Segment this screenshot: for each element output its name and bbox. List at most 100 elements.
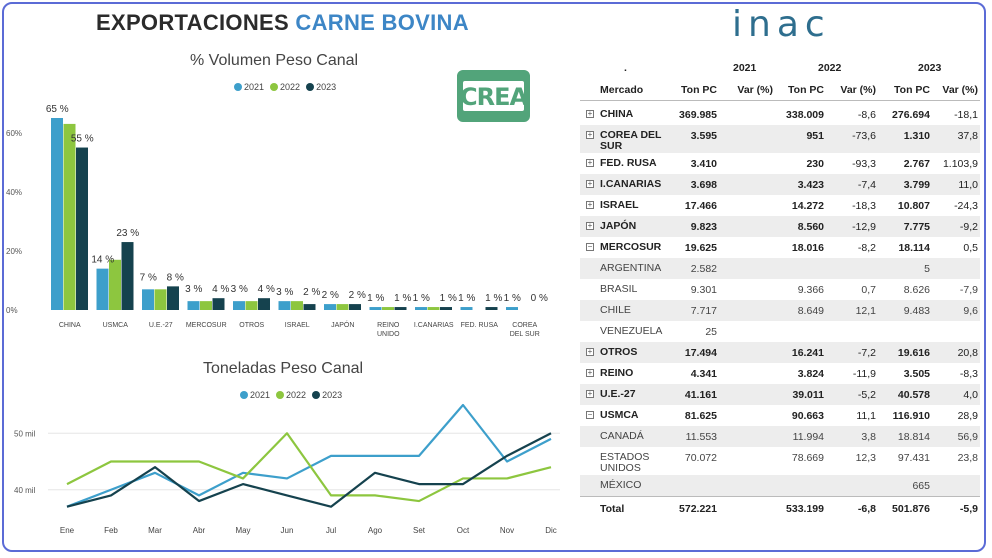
x-tick-label: Dic (545, 526, 557, 535)
expand-icon[interactable]: + (586, 179, 594, 188)
expand-icon[interactable]: + (586, 347, 594, 356)
row-label: BRASIL (600, 283, 638, 295)
expand-icon[interactable]: + (586, 389, 594, 398)
table-cell: 9.823 (690, 221, 717, 233)
table-row[interactable]: − USMCA 81.625 90.663 11,1 116.910 28,9 (580, 405, 980, 426)
table-cell: 18.016 (791, 242, 824, 254)
table-cell: 3.505 (903, 368, 930, 380)
collapse-icon[interactable]: − (586, 242, 594, 251)
column-header: Var (%) (737, 84, 773, 96)
table-subrow: BRASIL 9.301 9.366 0,7 8.626 -7,9 (580, 279, 980, 300)
x-tick-label: MERCOSUR (186, 322, 227, 329)
table-cell: 11,1 (856, 410, 876, 422)
row-label: CANADÁ (600, 430, 644, 442)
table-cell: 90.663 (791, 410, 824, 422)
table-row[interactable]: + FED. RUSA 3.410 230 -93,3 2.767 1.103,9 (580, 153, 980, 174)
expand-icon[interactable]: + (586, 200, 594, 209)
table-row[interactable]: + I.CANARIAS 3.698 3.423 -7,4 3.799 11,0 (580, 174, 980, 195)
column-header: Var (%) (942, 84, 978, 96)
year-header: 2023 (918, 62, 942, 74)
table-cell: 16.241 (791, 347, 824, 359)
table-cell: 3,8 (861, 431, 876, 443)
table-cell: -93,3 (852, 158, 876, 170)
table-row[interactable]: + OTROS 17.494 16.241 -7,2 19.616 20,8 (580, 342, 980, 363)
row-label: ESTADOS UNIDOS (600, 451, 650, 474)
expand-icon[interactable]: + (586, 130, 594, 139)
expand-icon[interactable]: + (586, 158, 594, 167)
bar-2023 (394, 307, 407, 310)
table-cell: 17.466 (684, 200, 717, 212)
collapse-icon[interactable]: − (586, 410, 594, 419)
table-cell: 19.625 (684, 242, 717, 254)
table-cell: 230 (806, 158, 824, 170)
x-tick-label: JAPÓN (331, 320, 354, 329)
table-cell: 81.625 (684, 410, 717, 422)
data-label: 1 % (367, 293, 384, 304)
bar-2023 (440, 307, 452, 310)
column-header: Mercado (600, 84, 644, 96)
table-cell: 0,7 (861, 284, 876, 296)
table-cell: 14.272 (791, 200, 824, 212)
bar-2021 (187, 301, 200, 310)
bar-2021 (142, 289, 154, 310)
bar-2022 (245, 301, 258, 310)
table-cell: 338.009 (786, 109, 824, 121)
table-cell: 3.698 (690, 179, 717, 191)
table-cell: 276.694 (892, 109, 930, 121)
legend-item-2022: 2022 (276, 390, 306, 400)
row-label: OTROS (600, 346, 638, 358)
table-row[interactable]: − MERCOSUR 19.625 18.016 -8,2 18.114 0,5 (580, 237, 980, 258)
data-label: 2 % (303, 287, 320, 298)
data-label: 1 % (504, 293, 521, 304)
table-row[interactable]: + COREA DEL SUR 3.595 951 -73,6 1.310 37,8 (580, 125, 980, 153)
bar-2021 (369, 307, 382, 310)
table-cell: 11,0 (958, 179, 978, 191)
table-subrow: CHILE 7.717 8.649 12,1 9.483 9,6 (580, 300, 980, 321)
x-tick-label: Ene (60, 526, 75, 535)
x-tick-label: Feb (104, 526, 118, 535)
table-subrow: VENEZUELA 25 (580, 321, 980, 342)
table-row[interactable]: + ISRAEL 17.466 14.272 -18,3 10.807 -24,3 (580, 195, 980, 216)
table-cell: 19.616 (897, 347, 930, 359)
row-label: ISRAEL (600, 199, 639, 211)
data-label: 14 % (91, 255, 114, 266)
series-line-2021 (66, 403, 552, 508)
bar-2023 (212, 298, 225, 310)
expand-icon[interactable]: + (586, 221, 594, 230)
table-cell: 369.985 (679, 109, 717, 121)
data-label: 55 % (71, 134, 94, 145)
bar-2023 (258, 298, 270, 310)
table-cell: 9.483 (903, 305, 930, 317)
table-cell: 3.410 (690, 158, 717, 170)
table-cell: 18.814 (897, 431, 930, 443)
legend-item-2021: 2021 (240, 390, 270, 400)
table-cell: 3.595 (690, 130, 717, 142)
header-separator (580, 100, 980, 101)
table-cell: 665 (912, 480, 930, 492)
table-row[interactable]: + JAPÓN 9.823 8.560 -12,9 7.775 -9,2 (580, 216, 980, 237)
x-tick-label: May (235, 526, 250, 535)
table-row[interactable]: + CHINA 369.985 338.009 -8,6 276.694 -18,1 (580, 104, 980, 125)
data-label: 4 % (212, 284, 229, 295)
table-cell: -7,4 (857, 179, 876, 191)
table-subrow: CANADÁ 11.553 11.994 3,8 18.814 56,9 (580, 426, 980, 447)
row-label: VENEZUELA (600, 325, 663, 337)
header-marker: . (624, 62, 627, 74)
table-cell: 7.775 (903, 221, 930, 233)
expand-icon[interactable]: + (586, 109, 594, 118)
column-header: Ton PC (894, 84, 930, 96)
inac-logo: inac (732, 4, 831, 45)
legend-item-2021: 2021 (234, 82, 264, 92)
x-tick-label: OTROS (239, 322, 264, 329)
table-cell: 9.366 (797, 284, 824, 296)
expand-icon[interactable]: + (586, 368, 594, 377)
table-cell: -9,2 (959, 221, 978, 233)
y-tick-label: 40% (6, 188, 22, 197)
table-cell: 533.199 (786, 503, 824, 515)
data-label: 2 % (322, 290, 339, 301)
table-row[interactable]: + REINO 4.341 3.824 -11,9 3.505 -8,3 (580, 363, 980, 384)
table-row[interactable]: + U.E.-27 41.161 39.011 -5,2 40.578 4,0 (580, 384, 980, 405)
bar-2022 (109, 259, 121, 310)
table-cell: 28,9 (957, 410, 978, 422)
x-tick-label: UNIDO (377, 331, 400, 338)
